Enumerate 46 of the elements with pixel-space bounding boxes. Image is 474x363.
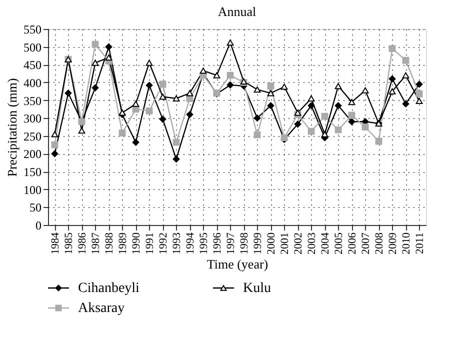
- x-tick-label: 1991: [144, 232, 156, 254]
- x-tick-label: 2002: [292, 232, 304, 254]
- x-tick-label: 2003: [306, 232, 318, 254]
- y-tick-label: 500: [24, 40, 42, 54]
- y-tick-label: 200: [24, 147, 42, 162]
- x-tick-label: 1994: [184, 232, 196, 254]
- x-tick-label: 1987: [90, 232, 102, 254]
- x-tick-label: 2009: [386, 232, 399, 254]
- y-tick-label: 550: [24, 22, 42, 36]
- x-tick-label: 1997: [224, 232, 237, 254]
- y-tick-label: 450: [24, 58, 42, 72]
- legend-label: Kulu: [243, 281, 271, 296]
- x-tick-label: 1985: [62, 232, 75, 254]
- x-tick-label: 2005: [332, 232, 345, 254]
- x-tick-label: 1999: [252, 232, 264, 254]
- x-tick-label: 1998: [238, 232, 250, 254]
- y-tick-label: 0: [36, 218, 42, 232]
- x-tick-label: 2001: [278, 232, 291, 254]
- x-tick-label: 2011: [414, 232, 426, 254]
- legend-label: Aksaray: [78, 301, 125, 316]
- x-tick-label: 1995: [198, 232, 210, 254]
- x-tick-label: 2000: [265, 232, 278, 254]
- x-tick-label: 1988: [103, 232, 116, 254]
- x-tick-label: 2004: [319, 232, 332, 254]
- x-tick-label: 1993: [170, 232, 183, 254]
- y-tick-label: 300: [24, 112, 42, 126]
- y-tick-label: 50: [30, 200, 42, 215]
- y-tick-label: 150: [24, 165, 42, 180]
- x-axis-title: Time (year): [206, 256, 268, 272]
- chart-title: Annual: [218, 4, 257, 19]
- y-tick-label: 250: [24, 129, 42, 144]
- y-axis-title: Precipitation (mm): [4, 78, 20, 177]
- x-tick-label: 2006: [346, 232, 358, 254]
- y-tick-label: 350: [24, 94, 42, 108]
- y-tick-label: 400: [24, 76, 42, 90]
- x-tick-label: 1989: [116, 232, 129, 254]
- x-tick-label: 1984: [49, 232, 62, 254]
- y-tick-label: 100: [24, 182, 42, 197]
- x-tick-label: 1986: [76, 232, 88, 254]
- x-tick-label: 2007: [360, 232, 372, 254]
- x-tick-label: 1992: [157, 232, 170, 254]
- x-tick-label: 2008: [373, 232, 386, 254]
- x-tick-label: 1996: [211, 232, 224, 254]
- x-tick-label: 2010: [400, 232, 412, 254]
- legend-label: Cihanbeyli: [78, 281, 140, 296]
- x-tick-label: 1990: [130, 232, 142, 254]
